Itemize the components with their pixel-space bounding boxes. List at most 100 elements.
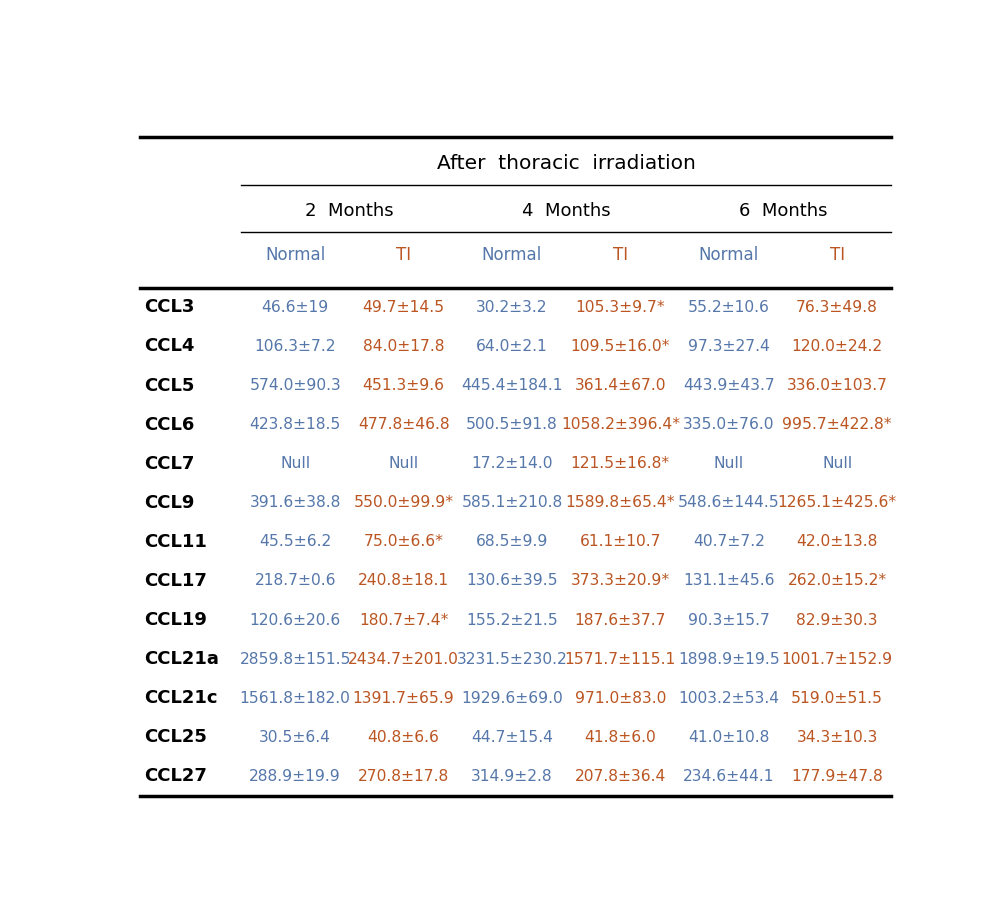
Text: 2434.7±201.0: 2434.7±201.0 <box>349 652 459 667</box>
Text: 391.6±38.8: 391.6±38.8 <box>250 495 341 511</box>
Text: 1561.8±182.0: 1561.8±182.0 <box>240 691 351 705</box>
Text: Null: Null <box>280 456 311 471</box>
Text: CCL21a: CCL21a <box>144 650 219 668</box>
Text: 130.6±39.5: 130.6±39.5 <box>467 573 557 589</box>
Text: 451.3±9.6: 451.3±9.6 <box>363 378 445 393</box>
Text: 49.7±14.5: 49.7±14.5 <box>363 300 445 315</box>
Text: CCL9: CCL9 <box>144 494 195 511</box>
Text: 2  Months: 2 Months <box>305 202 394 220</box>
Text: 6  Months: 6 Months <box>738 202 827 220</box>
Text: 1058.2±396.4*: 1058.2±396.4* <box>560 417 680 432</box>
Text: 121.5±16.8*: 121.5±16.8* <box>570 456 670 471</box>
Text: 177.9±47.8: 177.9±47.8 <box>791 769 883 784</box>
Text: Normal: Normal <box>482 246 542 264</box>
Text: 109.5±16.0*: 109.5±16.0* <box>570 339 670 354</box>
Text: 42.0±13.8: 42.0±13.8 <box>796 534 878 550</box>
Text: 41.0±10.8: 41.0±10.8 <box>688 730 769 744</box>
Text: 45.5±6.2: 45.5±6.2 <box>259 534 332 550</box>
Text: Null: Null <box>389 456 419 471</box>
Text: 1589.8±65.4*: 1589.8±65.4* <box>565 495 675 511</box>
Text: 1391.7±65.9: 1391.7±65.9 <box>353 691 455 705</box>
Text: Normal: Normal <box>265 246 326 264</box>
Text: CCL17: CCL17 <box>144 572 207 590</box>
Text: CCL21c: CCL21c <box>144 689 218 707</box>
Text: 180.7±7.4*: 180.7±7.4* <box>359 612 449 628</box>
Text: 75.0±6.6*: 75.0±6.6* <box>364 534 444 550</box>
Text: 550.0±99.9*: 550.0±99.9* <box>354 495 454 511</box>
Text: 361.4±67.0: 361.4±67.0 <box>574 378 666 393</box>
Text: 34.3±10.3: 34.3±10.3 <box>796 730 878 744</box>
Text: 548.6±144.5: 548.6±144.5 <box>678 495 779 511</box>
Text: CCL27: CCL27 <box>144 767 207 785</box>
Text: 1265.1±425.6*: 1265.1±425.6* <box>777 495 897 511</box>
Text: 17.2±14.0: 17.2±14.0 <box>472 456 552 471</box>
Text: 187.6±37.7: 187.6±37.7 <box>574 612 666 628</box>
Text: 314.9±2.8: 314.9±2.8 <box>472 769 552 784</box>
Text: 2859.8±151.5: 2859.8±151.5 <box>240 652 351 667</box>
Text: 1003.2±53.4: 1003.2±53.4 <box>678 691 779 705</box>
Text: 64.0±2.1: 64.0±2.1 <box>477 339 547 354</box>
Text: 207.8±36.4: 207.8±36.4 <box>574 769 666 784</box>
Text: 1001.7±152.9: 1001.7±152.9 <box>781 652 893 667</box>
Text: CCL4: CCL4 <box>144 338 195 356</box>
Text: CCL5: CCL5 <box>144 377 195 395</box>
Text: 335.0±76.0: 335.0±76.0 <box>683 417 774 432</box>
Text: 500.5±91.8: 500.5±91.8 <box>467 417 557 432</box>
Text: 218.7±0.6: 218.7±0.6 <box>255 573 336 589</box>
Text: Normal: Normal <box>698 246 759 264</box>
Text: 477.8±46.8: 477.8±46.8 <box>358 417 450 432</box>
Text: CCL19: CCL19 <box>144 611 207 629</box>
Text: CCL6: CCL6 <box>144 416 195 434</box>
Text: 105.3±9.7*: 105.3±9.7* <box>575 300 665 315</box>
Text: 40.8±6.6: 40.8±6.6 <box>368 730 440 744</box>
Text: 262.0±15.2*: 262.0±15.2* <box>787 573 887 589</box>
Text: 443.9±43.7: 443.9±43.7 <box>683 378 774 393</box>
Text: 445.4±184.1: 445.4±184.1 <box>462 378 562 393</box>
Text: Null: Null <box>713 456 744 471</box>
Text: 120.0±24.2: 120.0±24.2 <box>791 339 883 354</box>
Text: 240.8±18.1: 240.8±18.1 <box>358 573 450 589</box>
Text: 995.7±422.8*: 995.7±422.8* <box>782 417 892 432</box>
Text: 336.0±103.7: 336.0±103.7 <box>786 378 888 393</box>
Text: 423.8±18.5: 423.8±18.5 <box>250 417 341 432</box>
Text: 84.0±17.8: 84.0±17.8 <box>363 339 445 354</box>
Text: TI: TI <box>396 246 412 264</box>
Text: 97.3±27.4: 97.3±27.4 <box>688 339 769 354</box>
Text: 4  Months: 4 Months <box>521 202 610 220</box>
Text: 373.3±20.9*: 373.3±20.9* <box>570 573 670 589</box>
Text: 270.8±17.8: 270.8±17.8 <box>358 769 450 784</box>
Text: 40.7±7.2: 40.7±7.2 <box>693 534 764 550</box>
Text: CCL11: CCL11 <box>144 533 207 551</box>
Text: TI: TI <box>612 246 628 264</box>
Text: 131.1±45.6: 131.1±45.6 <box>683 573 774 589</box>
Text: 574.0±90.3: 574.0±90.3 <box>250 378 341 393</box>
Text: 61.1±10.7: 61.1±10.7 <box>579 534 661 550</box>
Text: 82.9±30.3: 82.9±30.3 <box>796 612 878 628</box>
Text: 76.3±49.8: 76.3±49.8 <box>796 300 878 315</box>
Text: 46.6±19: 46.6±19 <box>262 300 329 315</box>
Text: 106.3±7.2: 106.3±7.2 <box>255 339 336 354</box>
Text: 155.2±21.5: 155.2±21.5 <box>467 612 557 628</box>
Text: TI: TI <box>829 246 845 264</box>
Text: 44.7±15.4: 44.7±15.4 <box>471 730 553 744</box>
Text: 234.6±44.1: 234.6±44.1 <box>683 769 774 784</box>
Text: 3231.5±230.2: 3231.5±230.2 <box>457 652 567 667</box>
Text: CCL3: CCL3 <box>144 298 195 317</box>
Text: CCL7: CCL7 <box>144 455 195 472</box>
Text: 120.6±20.6: 120.6±20.6 <box>250 612 341 628</box>
Text: 1571.7±115.1: 1571.7±115.1 <box>564 652 676 667</box>
Text: 30.5±6.4: 30.5±6.4 <box>259 730 332 744</box>
Text: CCL25: CCL25 <box>144 728 207 746</box>
Text: 1898.9±19.5: 1898.9±19.5 <box>678 652 779 667</box>
Text: 585.1±210.8: 585.1±210.8 <box>462 495 562 511</box>
Text: 1929.6±69.0: 1929.6±69.0 <box>462 691 562 705</box>
Text: 68.5±9.9: 68.5±9.9 <box>476 534 548 550</box>
Text: 519.0±51.5: 519.0±51.5 <box>791 691 883 705</box>
Text: 288.9±19.9: 288.9±19.9 <box>250 769 341 784</box>
Text: 55.2±10.6: 55.2±10.6 <box>688 300 769 315</box>
Text: After  thoracic  irradiation: After thoracic irradiation <box>437 155 695 173</box>
Text: 971.0±83.0: 971.0±83.0 <box>574 691 666 705</box>
Text: 41.8±6.0: 41.8±6.0 <box>584 730 656 744</box>
Text: 90.3±15.7: 90.3±15.7 <box>688 612 769 628</box>
Text: 30.2±3.2: 30.2±3.2 <box>477 300 547 315</box>
